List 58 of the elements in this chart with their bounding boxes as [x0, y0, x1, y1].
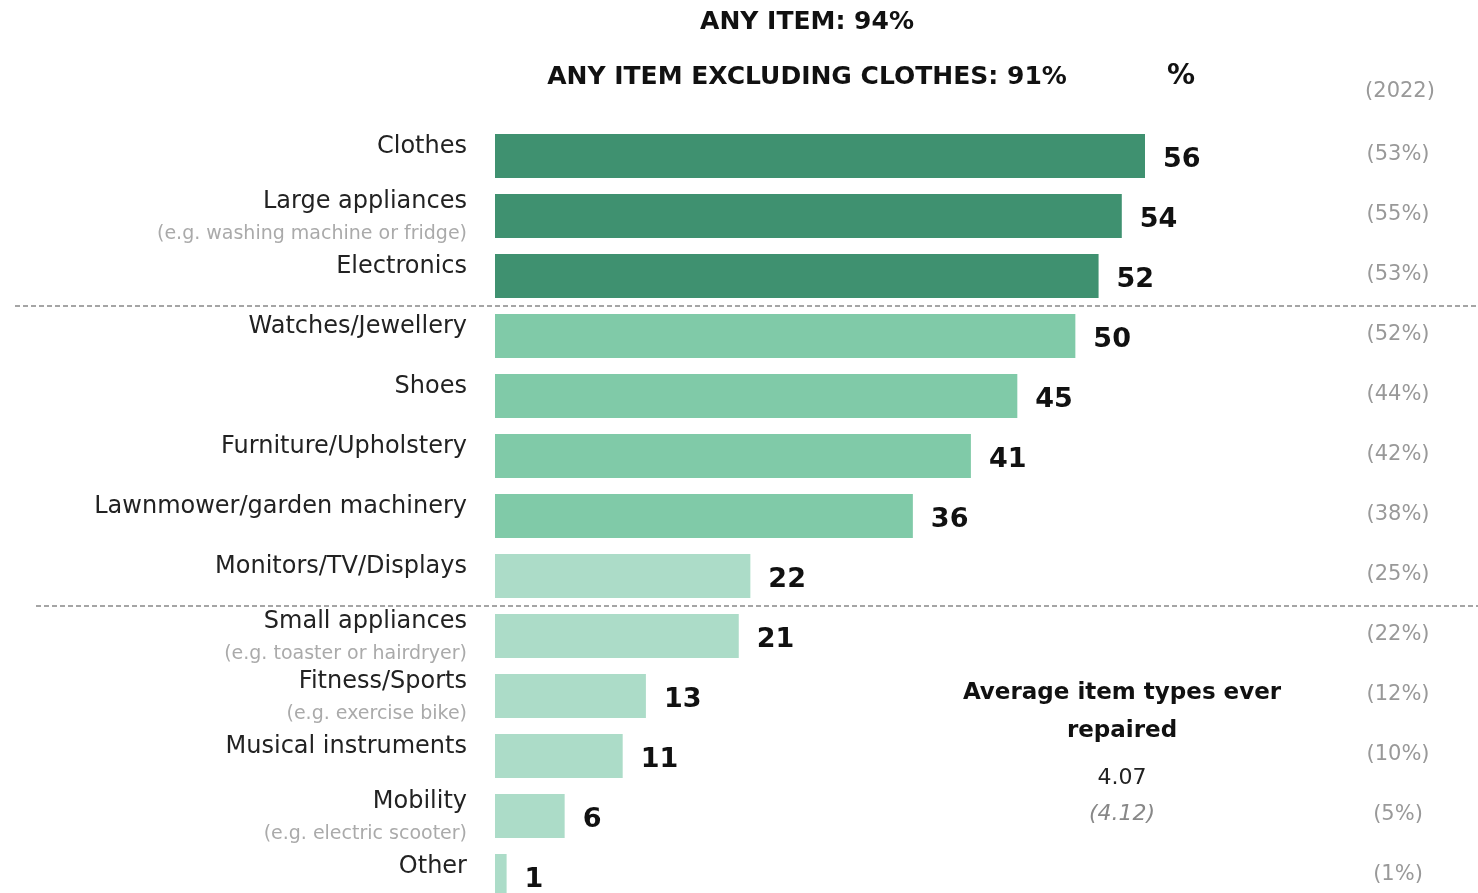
chart-title: ANY ITEM: 94% [700, 6, 914, 35]
y-tick-label: Fitness/Sports (e.g. exercise bike) [286, 666, 467, 723]
y-tick-label: Clothes [377, 131, 467, 159]
y-tick-label: Lawnmower/garden machinery [94, 491, 467, 519]
data-label: 52 [1116, 261, 1155, 293]
text: (22%) [1366, 621, 1430, 645]
bar [495, 494, 913, 538]
data-label: 1 [524, 861, 544, 893]
text: % [1166, 58, 1196, 91]
bar [495, 254, 1099, 298]
text: (38%) [1366, 501, 1430, 525]
data-label: 21 [756, 621, 795, 653]
text: (12%) [1366, 681, 1430, 705]
data-label: 41 [988, 441, 1027, 473]
text: (44%) [1366, 381, 1430, 405]
y-tick-label: Mobility (e.g. electric scooter) [263, 786, 467, 843]
text: (42%) [1366, 441, 1430, 465]
bar [495, 374, 1018, 418]
bar [495, 734, 623, 778]
bar [495, 554, 751, 598]
data-label: 56 [1163, 141, 1201, 173]
bar [495, 194, 1122, 238]
chart-subtitle: ANY ITEM EXCLUDING CLOTHES: 91% [547, 61, 1067, 90]
data-label: 36 [930, 501, 969, 533]
text: (25%) [1366, 561, 1430, 585]
data-label: 45 [1035, 381, 1073, 413]
text: (5%) [1373, 801, 1423, 825]
text: (2022) [1365, 78, 1435, 102]
annotation: Average item types ever repaired [962, 678, 1282, 742]
text: (53%) [1366, 141, 1430, 165]
y-tick-label: Large appliances (e.g. washing machine or fridge) [157, 186, 467, 243]
text: (10%) [1366, 741, 1430, 765]
bar [495, 134, 1145, 178]
bar [495, 614, 739, 658]
y-tick-label: Monitors/TV/Displays [215, 551, 467, 579]
text: (53%) [1366, 261, 1430, 285]
annotation: (4.12) [1088, 800, 1156, 825]
bar [495, 434, 971, 478]
text: (55%) [1366, 201, 1430, 225]
data-label: 50 [1093, 321, 1131, 353]
data-label: 22 [768, 561, 806, 593]
data-label: 54 [1139, 201, 1178, 233]
data-label: 13 [663, 681, 702, 713]
y-tick-label: Furniture/Upholstery [221, 431, 467, 459]
bar [495, 794, 565, 838]
y-tick-label: Watches/Jewellery [248, 311, 467, 339]
y-tick-label: Musical instruments [225, 731, 467, 759]
bar [495, 314, 1076, 358]
data-label: 11 [640, 741, 679, 773]
data-label: 6 [582, 801, 602, 833]
text: (1%) [1373, 861, 1423, 885]
bar [495, 674, 646, 718]
y-tick-label: Electronics [336, 251, 467, 279]
y-tick-label: Other [398, 851, 468, 879]
y-tick-label: Shoes [394, 371, 467, 399]
y-tick-label: Small appliances (e.g. toaster or hairdryer) [224, 606, 467, 663]
text: (52%) [1366, 321, 1430, 345]
annotation: 4.07 [1097, 764, 1147, 789]
